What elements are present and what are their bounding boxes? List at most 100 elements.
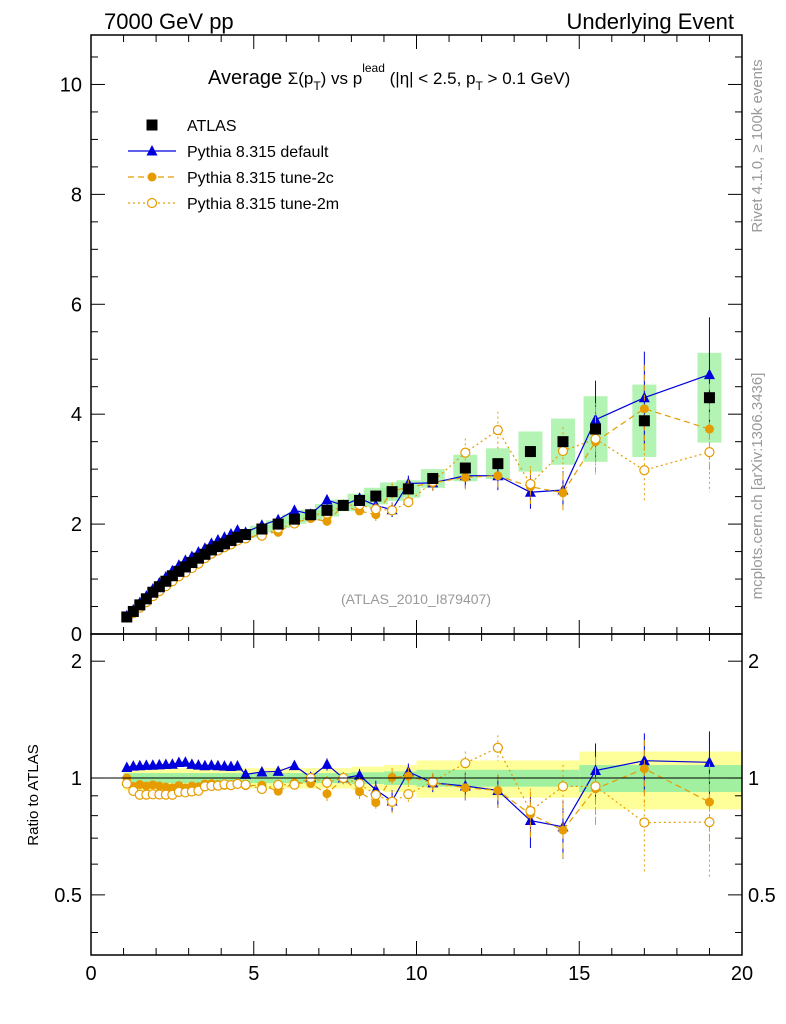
ratio-tick-label-left: 2 [71, 651, 82, 673]
ratio-tick-label-left: 0.5 [54, 885, 82, 907]
data-point-pythia-8-315-default [288, 504, 300, 515]
ratio-point-pythia-8-315-tune-2m [704, 817, 715, 828]
y-tick-label: 10 [60, 74, 82, 96]
data-point-atlas [186, 557, 198, 569]
data-point-atlas [337, 499, 349, 511]
data-point-atlas [492, 458, 504, 470]
ratio-point-pythia-8-315-tune-2m [403, 788, 414, 800]
data-point-atlas [272, 518, 284, 530]
data-point-atlas [166, 570, 178, 582]
legend-marker [146, 197, 158, 209]
header-left-label: 7000 GeV pp [104, 9, 234, 34]
y-tick-label: 4 [71, 404, 82, 426]
title-cut: > 0.1 GeV) [483, 69, 570, 88]
ratio-point-pythia-8-315-tune-2m [354, 778, 365, 789]
side-label-rivet: Rivet 4.1.0, ≥ 100k events [749, 59, 766, 232]
ratio-point-pythia-8-315-tune-2c [322, 789, 332, 799]
data-point-pythia-8-315-tune-2m [639, 465, 650, 476]
ratio-point-pythia-8-315-tune-2c [558, 825, 568, 835]
data-point-pythia-8-315-tune-2c [558, 488, 568, 498]
title-sup-lead: lead [362, 61, 385, 75]
legend-label: Pythia 8.315 tune-2m [187, 196, 339, 213]
ratio-point-pythia-8-315-tune-2c [371, 798, 381, 808]
data-point-atlas [305, 509, 317, 521]
y-tick-label: 8 [71, 184, 82, 206]
ratio-point-pythia-8-315-tune-2m [557, 781, 569, 792]
chart-title: Average Σ(pT) vs plead (|η| < 2.5, pT > … [208, 61, 570, 93]
ratio-point-pythia-8-315-tune-2m [525, 805, 536, 817]
side-label-mcplots: mcplots.cern.ch [arXiv:1306.3436] [749, 373, 766, 600]
data-point-pythia-8-315-tune-2m [370, 504, 381, 515]
data-point-atlas [153, 581, 165, 593]
ratio-point-pythia-8-315-tune-2m [273, 779, 284, 791]
y-tick-label: 0 [71, 624, 82, 646]
ratio-point-pythia-8-315-tune-2m [492, 742, 503, 753]
ratio-point-pythia-8-315-tune-2m [121, 778, 132, 789]
x-tick-label: 20 [731, 963, 753, 985]
data-point-atlas [240, 529, 252, 541]
data-point-atlas [134, 599, 146, 611]
data-point-pythia-8-315-tune-2c [460, 472, 470, 482]
title-vs: ) vs p [321, 69, 363, 88]
data-point-atlas [173, 565, 185, 577]
y-tick-label: 6 [71, 294, 82, 316]
legend-label: Pythia 8.315 default [187, 144, 329, 161]
ratio-point-pythia-8-315-tune-2m [639, 817, 650, 828]
data-point-pythia-8-315-tune-2m [492, 425, 503, 436]
ratio-point-pythia-8-315-tune-2m [460, 757, 471, 769]
data-point-pythia-8-315-tune-2c [493, 471, 503, 481]
ratio-point-pythia-8-315-tune-2c [403, 771, 413, 781]
data-point-atlas [427, 472, 439, 484]
legend-label: ATLAS [187, 118, 237, 135]
x-tick-label: 15 [568, 963, 590, 985]
data-point-atlas [231, 531, 243, 543]
data-point-atlas [402, 483, 414, 495]
legend-marker [146, 145, 158, 156]
ratio-point-pythia-8-315-default [638, 754, 650, 766]
data-point-atlas [205, 544, 217, 556]
ratio-point-pythia-8-315-tune-2m [370, 789, 381, 801]
ratio-tick-label-left: 1 [71, 768, 82, 790]
data-point-atlas [524, 446, 536, 458]
data-point-atlas [160, 575, 172, 587]
ratio-point-pythia-8-315-tune-2c [460, 783, 470, 793]
ratio-point-pythia-8-315-default [179, 756, 191, 767]
ratio-point-pythia-8-315-tune-2m [386, 796, 398, 807]
data-point-atlas [140, 593, 152, 605]
ratio-tick-label-right: 0.5 [748, 885, 776, 907]
data-point-atlas [386, 486, 398, 498]
data-point-atlas [370, 490, 382, 502]
data-point-atlas [459, 462, 471, 474]
series-line-pythia-8-315-tune-2c [126, 408, 710, 618]
ratio-band-stat [579, 765, 742, 793]
x-tick-label: 10 [405, 963, 427, 985]
data-point-atlas [121, 611, 133, 623]
ratio-point-pythia-8-315-tune-2c [639, 764, 649, 774]
header-right-label: Underlying Event [566, 9, 734, 34]
ratio-point-pythia-8-315-default [288, 759, 300, 771]
analysis-id-watermark: (ATLAS_2010_I879407) [341, 591, 491, 607]
data-point-atlas [225, 535, 237, 547]
data-point-atlas [288, 513, 300, 525]
data-point-atlas [218, 538, 230, 550]
legend-marker [146, 119, 158, 131]
data-point-pythia-8-315-default [703, 368, 715, 380]
data-point-pythia-8-315-tune-2c [639, 404, 649, 414]
title-sub-t: T [313, 79, 321, 93]
title-sigma: Σ(p [288, 69, 314, 88]
data-point-atlas [199, 548, 211, 560]
x-tick-label: 0 [85, 963, 96, 985]
ratio-point-pythia-8-315-tune-2m [256, 783, 267, 795]
ratio-point-pythia-8-315-tune-2c [493, 785, 503, 795]
data-point-pythia-8-315-tune-2m [590, 433, 601, 445]
data-point-atlas [127, 605, 139, 617]
data-point-atlas [703, 392, 715, 404]
data-point-atlas [192, 552, 204, 564]
ratio-point-pythia-8-315-tune-2c [387, 772, 397, 782]
x-tick-label: 5 [248, 963, 259, 985]
chart-legend: ATLAS Pythia 8.315 default Pythia 8.315 tu… [128, 118, 339, 213]
ratio-tick-label-right: 2 [748, 651, 759, 673]
data-point-pythia-8-315-tune-2m [386, 505, 398, 516]
ratio-point-pythia-8-315-default [256, 765, 268, 777]
